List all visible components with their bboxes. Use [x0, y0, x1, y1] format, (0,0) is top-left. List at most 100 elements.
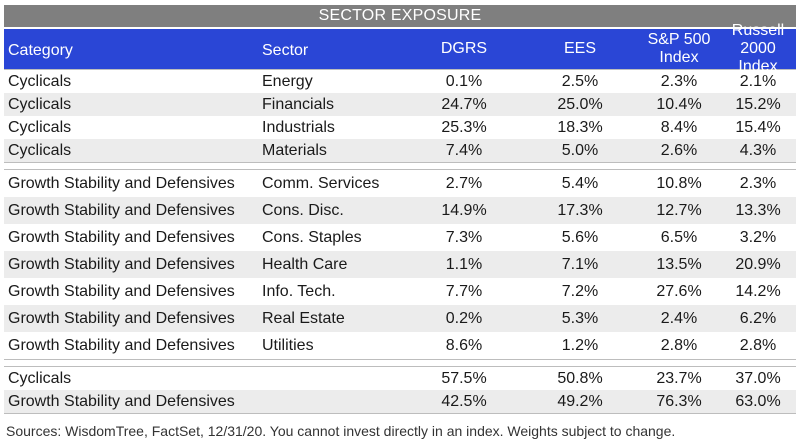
header-sp500-text: S&P 500 Index	[647, 31, 711, 66]
cell-ees: 50.8%	[557, 369, 603, 387]
cell-sector: Comm. Services	[262, 174, 380, 192]
cell-dgrs: 14.9%	[441, 201, 487, 219]
cell-category: Growth Stability and Defensives	[8, 336, 235, 354]
cell-russell2000: 15.4%	[735, 118, 781, 136]
cell-sp500: 2.6%	[660, 141, 698, 159]
table-row: Growth Stability and Defensives Cons. Sta…	[4, 224, 796, 251]
cell-russell2000: 3.2%	[739, 228, 777, 246]
cell-dgrs: 25.3%	[441, 118, 487, 136]
cell-category: Cyclicals	[8, 141, 72, 159]
table-row: Growth Stability and Defensives Utilities…	[4, 332, 796, 359]
table-row: Cyclicals Industrials 25.3% 18.3% 8.4% 15.4%	[4, 116, 796, 139]
cell-ees: 5.3%	[561, 309, 599, 327]
cell-sp500: 13.5%	[656, 255, 702, 273]
table-row: Cyclicals Financials 24.7% 25.0% 10.4% 15.2%	[4, 93, 796, 116]
cell-sp500: 2.8%	[660, 336, 698, 354]
cell-sp500: 2.4%	[660, 309, 698, 327]
cell-sp500: 76.3%	[656, 392, 702, 410]
cell-ees: 1.2%	[561, 336, 599, 354]
cell-sp500: 12.7%	[656, 201, 702, 219]
cell-russell2000: 2.3%	[739, 174, 777, 192]
cell-ees: 7.2%	[561, 282, 599, 300]
row-group: Growth Stability and Defensives Comm. Ser…	[4, 170, 796, 359]
cell-sp500: 27.6%	[656, 282, 702, 300]
source-note: Sources: WisdomTree, FactSet, 12/31/20. …	[6, 423, 676, 439]
cell-dgrs: 42.5%	[441, 392, 487, 410]
cell-sector: Cons. Staples	[262, 228, 362, 246]
header-category: Category	[8, 42, 73, 59]
table-row: Growth Stability and Defensives Info. Tec…	[4, 278, 796, 305]
table-body: Cyclicals Energy 0.1% 2.5% 2.3% 2.1% Cyclicals…	[4, 69, 796, 414]
header-russell2000-text: Russell 2000 Index	[731, 22, 785, 75]
cell-category: Cyclicals	[8, 118, 72, 136]
cell-sector: Health Care	[262, 255, 348, 273]
cell-dgrs: 2.7%	[445, 174, 483, 192]
table-row: Cyclicals Energy 0.1% 2.5% 2.3% 2.1%	[4, 70, 796, 93]
cell-ees: 2.5%	[561, 72, 599, 90]
table-row: Cyclicals Materials 7.4% 5.0% 2.6% 4.3%	[4, 139, 796, 162]
header-sector: Sector	[262, 42, 309, 59]
cell-dgrs: 24.7%	[441, 95, 487, 113]
cell-russell2000: 4.3%	[739, 141, 777, 159]
cell-category: Growth Stability and Defensives	[8, 255, 235, 273]
cell-category: Growth Stability and Defensives	[8, 228, 235, 246]
cell-sp500: 2.3%	[660, 72, 698, 90]
cell-sector: Energy	[262, 72, 313, 90]
table-header: Category Sector DGRS EES S&P 500 Index Ru…	[4, 22, 796, 75]
cell-dgrs: 7.4%	[445, 141, 483, 159]
cell-dgrs: 0.2%	[445, 309, 483, 327]
table-row: Growth Stability and Defensives 42.5% 49.2…	[4, 390, 796, 413]
row-group: Cyclicals Energy 0.1% 2.5% 2.3% 2.1% Cyclicals…	[4, 69, 796, 162]
cell-sp500: 6.5%	[660, 228, 698, 246]
table-row: Growth Stability and Defensives Comm. Ser…	[4, 170, 796, 197]
cell-ees: 25.0%	[557, 95, 603, 113]
cell-sector: Real Estate	[262, 309, 345, 327]
table-row: Growth Stability and Defensives Real Esta…	[4, 305, 796, 332]
row-group: Cyclicals 57.5% 50.8% 23.7% 37.0% Growth Stab…	[4, 367, 796, 414]
header-sp500: S&P 500 Index	[638, 29, 720, 69]
cell-category: Growth Stability and Defensives	[8, 282, 235, 300]
cell-category: Growth Stability and Defensives	[8, 392, 235, 410]
cell-category: Cyclicals	[8, 369, 72, 387]
cell-sector: Utilities	[262, 336, 314, 354]
cell-category: Cyclicals	[8, 95, 72, 113]
cell-category: Growth Stability and Defensives	[8, 201, 235, 219]
cell-russell2000: 63.0%	[735, 392, 781, 410]
cell-dgrs: 8.6%	[445, 336, 483, 354]
cell-dgrs: 1.1%	[445, 255, 483, 273]
cell-sp500: 23.7%	[656, 369, 702, 387]
cell-russell2000: 15.2%	[735, 95, 781, 113]
cell-ees: 7.1%	[561, 255, 599, 273]
cell-russell2000: 14.2%	[735, 282, 781, 300]
table-row: Cyclicals 57.5% 50.8% 23.7% 37.0%	[4, 367, 796, 390]
cell-russell2000: 13.3%	[735, 201, 781, 219]
cell-russell2000: 37.0%	[735, 369, 781, 387]
cell-ees: 17.3%	[557, 201, 603, 219]
cell-russell2000: 20.9%	[735, 255, 781, 273]
sector-exposure-table: SECTOR EXPOSURE Category Sector DGRS EES…	[4, 5, 796, 414]
table-title: SECTOR EXPOSURE	[4, 5, 796, 27]
table-row: Growth Stability and Defensives Cons. Dis…	[4, 197, 796, 224]
cell-dgrs: 57.5%	[441, 369, 487, 387]
cell-sp500: 10.8%	[656, 174, 702, 192]
group-separator	[4, 162, 796, 170]
cell-sector: Materials	[262, 141, 327, 159]
group-separator	[4, 359, 796, 367]
cell-sector	[258, 367, 406, 390]
cell-sector: Info. Tech.	[262, 282, 336, 300]
cell-russell2000: 2.1%	[739, 72, 777, 90]
cell-dgrs: 7.7%	[445, 282, 483, 300]
cell-ees: 18.3%	[557, 118, 603, 136]
header-ees: EES	[563, 40, 596, 57]
cell-category: Cyclicals	[8, 72, 72, 90]
cell-sector: Cons. Disc.	[262, 201, 344, 219]
cell-ees: 49.2%	[557, 392, 603, 410]
cell-sp500: 10.4%	[656, 95, 702, 113]
cell-category: Growth Stability and Defensives	[8, 174, 235, 192]
cell-ees: 5.6%	[561, 228, 599, 246]
header-dgrs: DGRS	[440, 40, 488, 57]
cell-sector: Financials	[262, 95, 335, 113]
cell-sector	[258, 390, 406, 413]
cell-ees: 5.4%	[561, 174, 599, 192]
cell-russell2000: 6.2%	[739, 309, 777, 327]
